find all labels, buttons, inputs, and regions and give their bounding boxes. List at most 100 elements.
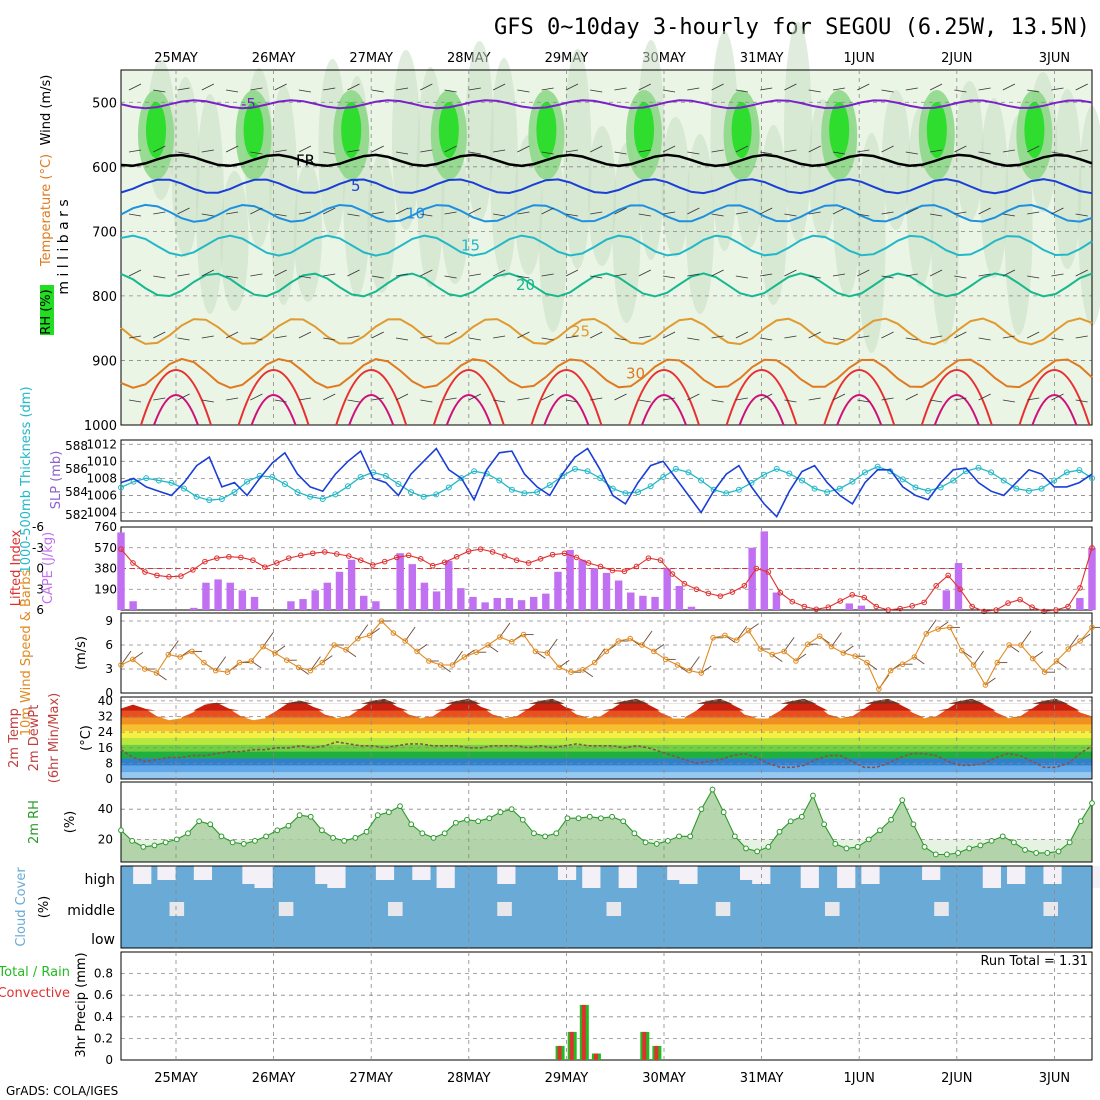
thickness-point [546,482,553,489]
wind-barb [881,211,894,215]
rh-point [274,827,281,834]
contour-label: 30 [626,364,645,382]
wind-barb [784,83,797,91]
rh-point [642,839,649,846]
rh-point [162,839,169,846]
rh-point [664,837,671,844]
rh-point [888,816,895,823]
wind-barb [1075,149,1088,153]
wind-barb [590,397,603,401]
rh-point [307,813,314,820]
wind-barb [298,89,311,93]
wind-barb [357,624,369,639]
wind-barb [1051,151,1064,155]
cloud-clear-high [375,866,395,880]
wind-point [805,641,811,648]
li-point [585,560,592,566]
wind-barb [832,207,846,215]
cloud-clear-high [861,866,880,884]
rh-point [196,818,203,825]
wind-barb [541,337,554,341]
cloud-clear-high [982,866,1001,888]
pressure-tick: 500 [92,96,117,111]
temp-tick: 24 [98,725,113,739]
wind-point [343,647,349,653]
cape-bar [202,582,210,610]
temperature-contour [120,99,1093,110]
rh-moist-area [220,171,249,311]
wind-barb [954,89,967,93]
wind-barb [590,89,603,93]
wind-barb [298,211,311,215]
panel-frame [120,69,1093,426]
thickness-point [975,464,982,471]
pressure-tick: 600 [92,161,117,176]
wind-barb [905,151,918,155]
rh-point [843,845,850,852]
wind-barb [978,207,991,215]
wind-barb [1027,211,1040,215]
wind-barb [759,207,773,215]
cloud-clear-high [327,866,346,888]
wind-point [283,657,290,664]
wind-barb [735,89,748,93]
wind-barb [784,269,797,277]
wind-barb [905,393,918,401]
rh-point [910,821,917,828]
panel-slp-thickness: 1004 1006 1008 1010 1012 582 584 586 588 1000-500… [19,386,1095,574]
wind-barb [808,211,821,215]
wind-barb [662,211,676,215]
cloud-clear-high [922,866,941,880]
cloud-clear-middle [934,902,949,916]
wind-barb [954,145,967,153]
wind-barb [517,397,530,401]
wind-tick: 9 [105,614,113,628]
rh-area [121,789,1092,862]
wind-barb [978,151,991,155]
wind-barb [905,207,918,215]
date-label-bottom: 28MAY [447,1071,491,1086]
temperature-contour [120,317,1093,346]
wind-barb [468,393,482,401]
wind-point [887,667,894,674]
rh-point [564,815,571,822]
temperature-side-label: Temperature (°C) [39,154,54,267]
wind-barb [468,273,481,277]
rh-point [754,848,761,855]
rh-point [240,840,247,847]
pressure-tick: 900 [92,354,117,369]
contour-label: 25 [571,322,590,340]
cape-tick: 190 [94,582,117,596]
precip-tick: 0.4 [94,1010,113,1024]
rh-point [252,837,258,844]
cape-bar [1088,547,1096,610]
li-point [118,546,124,552]
minmax-axis-label: (6hr Min/Max) [47,693,62,783]
wind-point [426,658,432,664]
cape-bar [117,532,125,610]
precip-bar-convective [642,1031,647,1060]
wind-barb [565,335,579,339]
wind-barb [687,273,700,277]
wind-barb [857,335,870,339]
temperature-contour [120,357,1093,389]
temp-band [121,699,1092,725]
rh-legend-swatch [40,285,54,335]
thickness-point [798,477,805,484]
wind-barb [444,89,457,93]
rh-point [720,809,727,816]
cape-bar [129,601,137,610]
wind-tick: 6 [105,638,113,652]
li-point [573,554,580,561]
hotter-contour [250,394,297,426]
wind-barb [177,207,190,215]
cape-tick: 380 [94,562,117,576]
wind-barb [930,399,943,403]
wind-point [816,633,823,640]
rh-point [218,833,225,840]
cape-bar [505,597,514,610]
wind-point [272,650,278,656]
wind-barb [881,275,894,279]
wind-barb [954,211,967,215]
rh-point [999,833,1006,840]
